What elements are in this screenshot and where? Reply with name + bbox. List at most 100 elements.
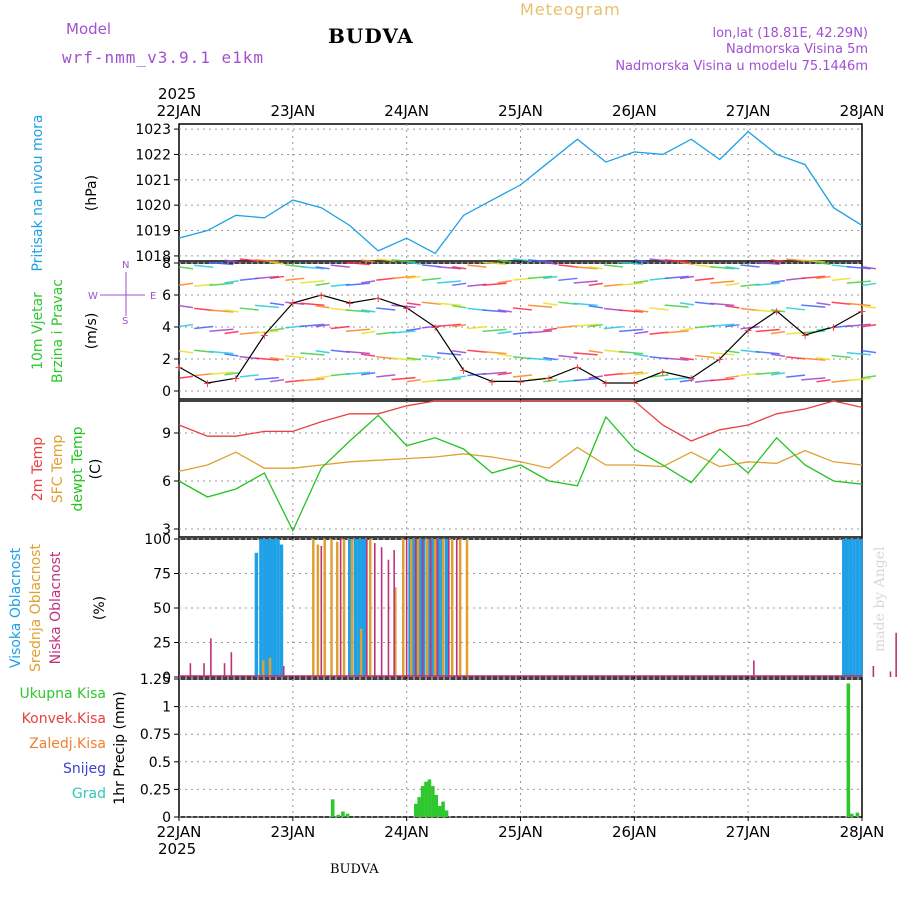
wind-barb (770, 353, 786, 358)
y-tick-label: 6 (162, 474, 171, 490)
wind-barb (497, 372, 512, 376)
wind-barb (786, 307, 806, 311)
bottom-date-label: 28JAN (840, 823, 885, 841)
precip-bar (437, 805, 442, 817)
wind-barb (573, 377, 598, 382)
wind-barb (269, 378, 285, 383)
cloud-bar-low (393, 550, 395, 677)
wind-barb (239, 374, 259, 378)
cloud-bar-low (872, 665, 875, 677)
wind-barb (816, 379, 831, 383)
precip-legend-item: Zaledj.Kisa (29, 736, 106, 752)
wind-barb (710, 280, 735, 284)
cloud-bar-high (859, 539, 863, 677)
wind-barb (679, 275, 694, 280)
wind-barb (755, 350, 780, 355)
wind-barb (755, 282, 780, 286)
cloud-bar-low (320, 545, 323, 677)
y-tick-label: 1021 (135, 173, 171, 189)
model-elevation-label: Nadmorska Visina u modelu 75.1446m (615, 59, 868, 74)
wind-barb (528, 357, 553, 361)
wind-barb (345, 261, 371, 266)
cloud-bar-low (282, 665, 285, 677)
wind-barb (664, 330, 689, 334)
wind-barb (861, 265, 877, 270)
y-tick-label: 1018 (135, 249, 171, 265)
wind-barb (224, 353, 239, 357)
precip-bar (849, 813, 854, 817)
wind-barb (239, 258, 259, 262)
wind-speed-marker: + (744, 324, 753, 337)
wind-barb (406, 302, 421, 306)
wind-barb (512, 374, 532, 378)
cloud-bar-high (848, 539, 853, 677)
wind-barb (603, 325, 624, 330)
wind-barb (452, 305, 467, 309)
pressure-title-label: Pritisak na nivou mora (30, 114, 46, 271)
wind-barb (209, 350, 234, 355)
wind-barb (315, 266, 330, 270)
wind-barb (619, 309, 644, 313)
wind-barb (254, 275, 279, 280)
wind-barb (710, 266, 735, 270)
wind-barb (269, 327, 285, 332)
precip-bar (444, 810, 449, 817)
precip-legend-item: Konvek.Kisa (22, 711, 106, 727)
wind-barb (482, 261, 507, 266)
wind-barb (421, 277, 441, 282)
wind-barb (345, 282, 371, 286)
wind-barb (452, 266, 467, 270)
wind-barb (801, 330, 826, 334)
direction-key-south: S (122, 316, 128, 327)
wind-barb (209, 309, 234, 313)
sfc-temp-label: SFC Temp (50, 435, 66, 504)
top-date-label: 27JAN (726, 102, 771, 120)
wind-barb (755, 371, 780, 375)
precip-bar (424, 781, 428, 817)
wind-barb (406, 378, 421, 383)
y-tick-label: 1 (162, 700, 171, 716)
cloud-bar-high (272, 539, 277, 677)
cloud-bar-mid (350, 539, 354, 677)
cloud-bar-mid (323, 539, 326, 677)
cloud-bar-high (418, 539, 423, 677)
wind-barb (846, 377, 871, 382)
wind-speed-marker: + (658, 366, 667, 379)
wind-barb (740, 325, 760, 330)
cloud-bar-low (429, 539, 432, 677)
wind-barb (361, 280, 376, 284)
wind-barb (361, 330, 376, 335)
bottom-date-label: 23JAN (270, 823, 315, 841)
cloud-bar-mid (458, 539, 462, 677)
wind-barb (436, 323, 462, 328)
cloud-bar-high (855, 539, 860, 677)
cloud-bar-high (421, 539, 426, 677)
wind-barb (649, 307, 669, 311)
wind-barb (770, 372, 786, 376)
wind-barb (406, 327, 421, 332)
precip-legend-item: Ukupna Kisa (19, 686, 106, 702)
wind-barb (831, 277, 851, 282)
precip-bar (345, 813, 350, 817)
model-label: Model (66, 20, 112, 38)
wind-barb (421, 354, 441, 359)
cloud-bar-high (269, 539, 273, 677)
cloud-bar-mid (316, 544, 320, 677)
wind-barb (846, 302, 871, 307)
wind-barb (194, 264, 214, 268)
panel-frame-precipitation (178, 678, 863, 818)
cloud-bar-mid (335, 541, 339, 677)
cloud-bar-mid (433, 539, 437, 677)
wind-barb (679, 261, 694, 266)
wind-barb (801, 357, 826, 361)
wind-barb (664, 304, 689, 308)
bottom-date-label: 24JAN (384, 823, 429, 841)
wind-barb (528, 304, 553, 308)
y-tick-label: 0.75 (140, 727, 171, 743)
wind-barb (710, 352, 735, 356)
wind-speed-marker: + (174, 361, 183, 374)
cloud-bar-high (363, 539, 368, 677)
wind-speed-line (178, 294, 863, 384)
wind-barb (452, 375, 467, 379)
